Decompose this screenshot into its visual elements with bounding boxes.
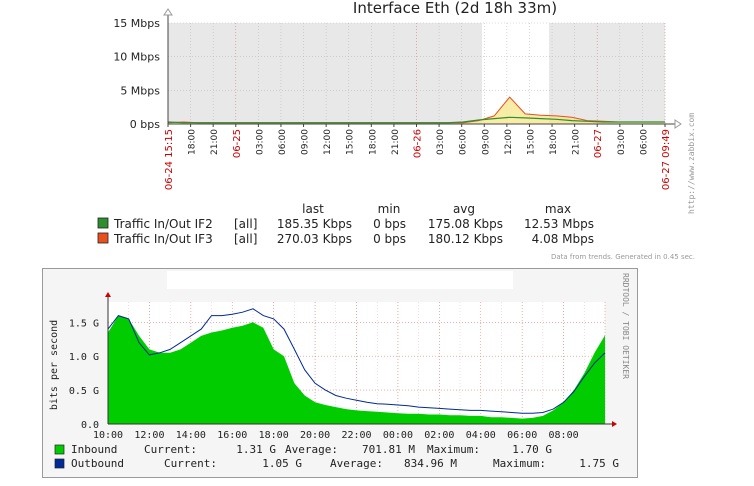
y-tick-label: 10 Mbps [113, 51, 160, 64]
y-tick-label: 0 bps [130, 118, 160, 131]
legend-swatch-if2 [97, 217, 109, 229]
legend-min-if3: 0 bps [373, 232, 406, 246]
x-tick-label: 03:00 [617, 129, 627, 155]
generation-footer: Data from trends. Generated in 0.45 sec. [551, 253, 695, 261]
legend-last-if3: 270.03 Kbps [277, 232, 352, 246]
y-axis: 15 Mbps 10 Mbps 5 Mbps 0 bps [113, 17, 160, 131]
legend-avg-if2: 175.08 Kbps [428, 217, 503, 231]
x-tick-label: 06-27 09:49 [661, 129, 672, 190]
x-tick-label: 12:00 [323, 129, 333, 155]
legend-max-if2: 12.53 Mbps [524, 217, 594, 231]
legend-header-last: last [302, 202, 324, 216]
y-tick-label: 15 Mbps [113, 17, 160, 30]
zabbix-watermark: http://www.zabbix.com [687, 113, 696, 214]
series-line-if2 [167, 116, 665, 124]
y-axis-arrow [163, 8, 173, 16]
x-tick-label: 12:00 [504, 129, 514, 155]
rrd-chart-frame [42, 268, 638, 478]
series-area-if3 [168, 97, 665, 124]
x-tick-label: 06:00 [459, 129, 469, 155]
x-tick-label: 09:00 [481, 129, 491, 155]
y-tick-label: 5 Mbps [120, 84, 160, 97]
x-tick-label: 18:00 [549, 129, 559, 155]
x-tick-label: 06-25 [232, 129, 243, 158]
legend-min-if2: 0 bps [373, 217, 406, 231]
legend-agg-if3: [all] [234, 232, 257, 246]
x-tick-label: 06-27 [593, 129, 604, 158]
legend-swatch-if3 [97, 232, 109, 244]
chart-title: Interface Eth (2d 18h 33m) [353, 0, 557, 17]
x-axis-arrow [674, 119, 682, 129]
legend-avg-if3: 180.12 Kbps [428, 232, 503, 246]
legend-last-if2: 185.35 Kbps [277, 217, 352, 231]
x-tick-label: 06:00 [278, 129, 288, 155]
x-axis: 06-24 15:15 18:00 21:00 06-25 03:00 06:00 09:0… [164, 124, 672, 190]
x-tick-label: 09:00 [301, 129, 311, 155]
legend-header-min: min [378, 202, 401, 216]
x-tick-label: 03:00 [255, 129, 265, 155]
legend-max-if3: 4.08 Mbps [532, 232, 594, 246]
legend-header-max: max [545, 202, 571, 216]
legend-name-if3: Traffic In/Out IF3 [113, 232, 213, 246]
x-tick-label: 21:00 [210, 129, 220, 155]
x-tick-label: 18:00 [188, 129, 198, 155]
zabbix-chart: Interface Eth (2d 18h 33m) 15 Mbps 10 Mbp… [97, 0, 696, 261]
legend: last min avg max Traffic In/Out IF2 [all… [97, 202, 594, 246]
x-tick-label: 18:00 [368, 129, 378, 155]
x-tick-label: 21:00 [572, 129, 582, 155]
x-tick-label: 15:00 [346, 129, 356, 155]
x-tick-label: 03:00 [436, 129, 446, 155]
plot-area [163, 8, 682, 129]
x-tick-label: 06-24 15:15 [164, 129, 175, 190]
legend-name-if2: Traffic In/Out IF2 [113, 217, 213, 231]
x-tick-label: 06-26 [413, 129, 424, 158]
x-tick-label: 15:00 [527, 129, 537, 155]
legend-agg-if2: [all] [234, 217, 257, 231]
x-tick-label: 21:00 [391, 129, 401, 155]
legend-header-avg: avg [453, 202, 475, 216]
x-tick-label: 06:00 [639, 129, 649, 155]
